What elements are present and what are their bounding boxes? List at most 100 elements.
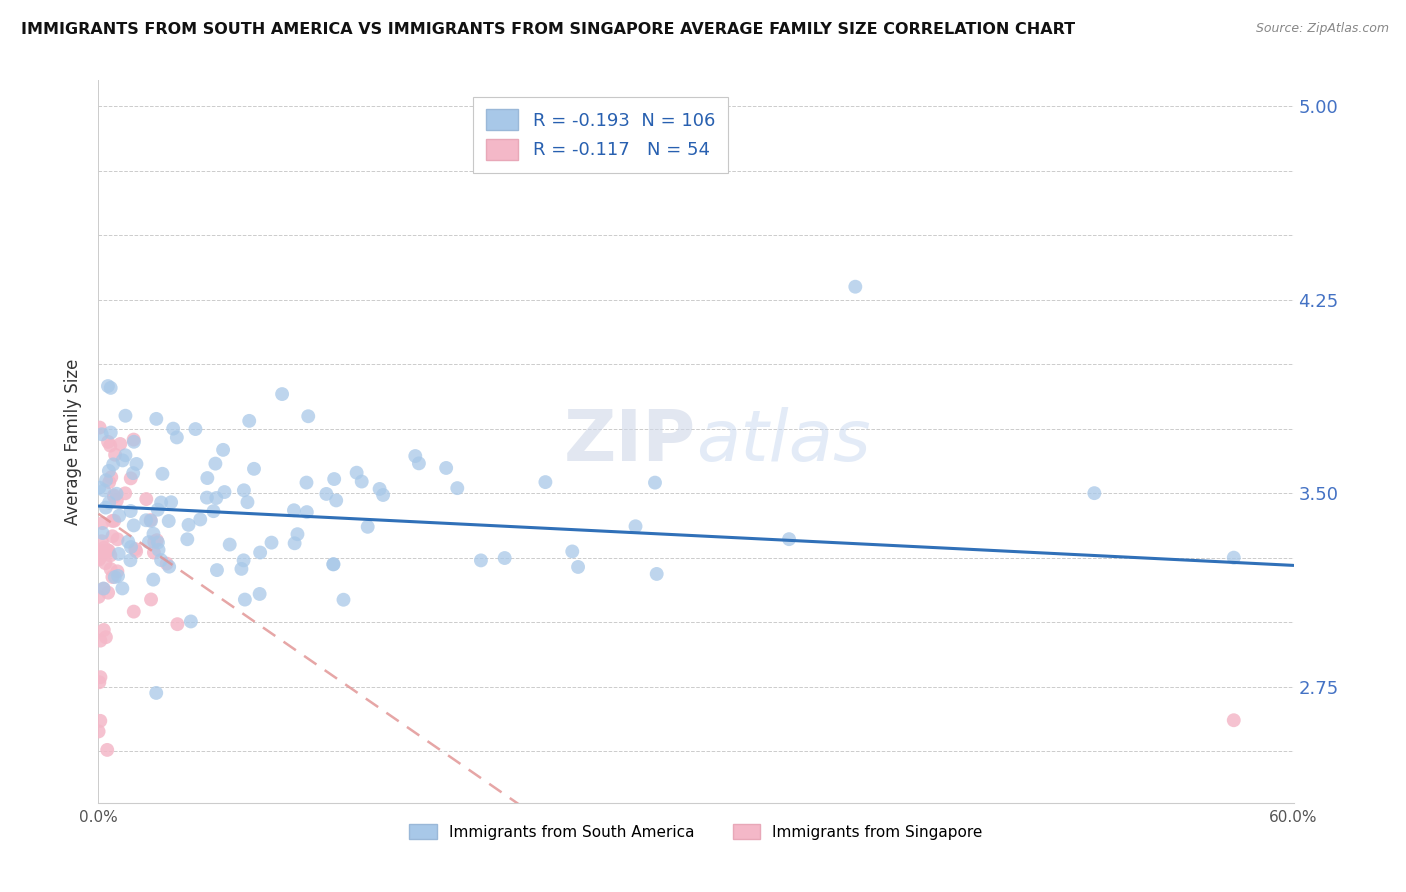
- Point: [645, 566, 668, 581]
- Point: [142, 573, 165, 587]
- Point: [93, 582, 115, 596]
- Point: [195, 471, 218, 485]
- Point: [103, 458, 125, 472]
- Point: [105, 565, 128, 579]
- Point: [98, 439, 121, 453]
- Point: [844, 279, 866, 293]
- Point: [238, 414, 260, 428]
- Point: [104, 448, 127, 462]
- Point: [93, 541, 115, 555]
- Point: [103, 514, 125, 528]
- Point: [202, 504, 225, 518]
- Point: [122, 466, 145, 480]
- Point: [124, 542, 146, 557]
- Point: [145, 686, 167, 700]
- Point: [232, 483, 254, 498]
- Point: [188, 512, 211, 526]
- Point: [111, 453, 134, 467]
- Point: [103, 490, 125, 504]
- Point: [778, 532, 800, 546]
- Point: [260, 535, 283, 549]
- Point: [146, 502, 169, 516]
- Point: [322, 558, 344, 572]
- Point: [150, 553, 173, 567]
- Point: [218, 538, 240, 552]
- Point: [93, 544, 115, 558]
- Point: [87, 724, 110, 739]
- Point: [94, 473, 117, 487]
- Point: [100, 562, 122, 576]
- Point: [156, 557, 179, 571]
- Point: [371, 488, 394, 502]
- Point: [97, 434, 120, 449]
- Point: [148, 542, 170, 557]
- Point: [624, 519, 647, 533]
- Point: [195, 491, 218, 505]
- Legend: Immigrants from South America, Immigrants from Singapore: Immigrants from South America, Immigrant…: [404, 818, 988, 846]
- Point: [232, 553, 254, 567]
- Point: [139, 514, 162, 528]
- Point: [139, 513, 162, 527]
- Point: [135, 491, 157, 506]
- Point: [120, 540, 142, 554]
- Point: [408, 456, 430, 470]
- Point: [122, 605, 145, 619]
- Text: IMMIGRANTS FROM SOUTH AMERICA VS IMMIGRANTS FROM SINGAPORE AVERAGE FAMILY SIZE C: IMMIGRANTS FROM SOUTH AMERICA VS IMMIGRA…: [21, 22, 1076, 37]
- Point: [322, 557, 344, 571]
- Point: [110, 437, 132, 451]
- Point: [122, 518, 145, 533]
- Point: [120, 553, 142, 567]
- Point: [103, 488, 125, 502]
- Point: [644, 475, 666, 490]
- Point: [283, 503, 305, 517]
- Point: [350, 475, 373, 489]
- Point: [162, 422, 184, 436]
- Point: [90, 534, 112, 549]
- Point: [249, 587, 271, 601]
- Point: [470, 553, 492, 567]
- Point: [93, 483, 115, 498]
- Point: [107, 547, 129, 561]
- Point: [90, 427, 112, 442]
- Text: ZIP: ZIP: [564, 407, 696, 476]
- Y-axis label: Average Family Size: Average Family Size: [65, 359, 83, 524]
- Point: [89, 670, 111, 684]
- Point: [101, 529, 124, 543]
- Point: [96, 743, 118, 757]
- Point: [98, 475, 121, 490]
- Point: [284, 536, 307, 550]
- Point: [89, 633, 111, 648]
- Point: [114, 486, 136, 500]
- Point: [89, 420, 111, 434]
- Point: [1083, 486, 1105, 500]
- Point: [114, 409, 136, 423]
- Point: [105, 487, 128, 501]
- Point: [315, 487, 337, 501]
- Point: [94, 630, 117, 644]
- Point: [323, 472, 346, 486]
- Point: [97, 543, 120, 558]
- Point: [271, 387, 294, 401]
- Point: [152, 467, 174, 481]
- Point: [100, 425, 122, 440]
- Point: [138, 535, 160, 549]
- Point: [125, 544, 148, 558]
- Point: [105, 493, 128, 508]
- Point: [561, 544, 583, 558]
- Point: [93, 582, 115, 596]
- Point: [104, 570, 127, 584]
- Point: [184, 422, 207, 436]
- Point: [114, 448, 136, 462]
- Point: [567, 560, 589, 574]
- Point: [107, 533, 129, 547]
- Text: atlas: atlas: [696, 407, 870, 476]
- Point: [97, 464, 120, 478]
- Point: [89, 675, 111, 690]
- Point: [150, 495, 173, 509]
- Point: [122, 433, 145, 447]
- Point: [125, 457, 148, 471]
- Point: [139, 592, 162, 607]
- Point: [89, 546, 111, 560]
- Point: [117, 534, 139, 549]
- Point: [145, 412, 167, 426]
